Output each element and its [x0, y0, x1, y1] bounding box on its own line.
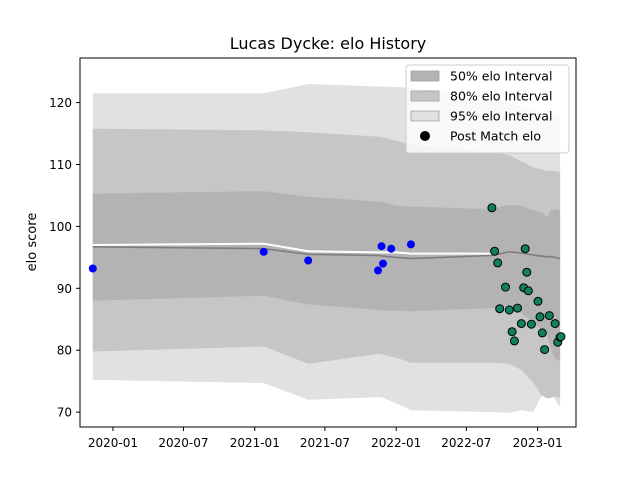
post-match-elo-point	[495, 304, 505, 314]
post-match-elo-point	[520, 244, 530, 254]
elo-point	[377, 242, 386, 251]
elo-point	[88, 264, 97, 273]
post-match-elo-point	[513, 303, 522, 313]
x-tick-label: 2021-07	[300, 436, 350, 450]
post-match-elo-point	[509, 336, 519, 346]
center-line	[92, 246, 561, 260]
legend-box	[405, 64, 570, 154]
elo-point	[374, 266, 382, 275]
post-match-elo-point	[537, 328, 547, 338]
elo-point	[304, 256, 313, 265]
legend-label: Post Match elo	[450, 129, 541, 144]
post-match-elo-point	[523, 286, 533, 296]
post-match-elo-point	[535, 312, 545, 322]
post-match-elo-point	[550, 319, 560, 329]
elo-point	[406, 240, 415, 249]
legend-swatch	[410, 70, 440, 82]
x-tick-label: 2020-01	[88, 436, 138, 450]
elo-point	[387, 244, 396, 253]
chart-title: Lucas Dycke: elo History	[230, 34, 426, 53]
x-tick-label: 2022-07	[441, 436, 491, 450]
y-tick-label: 110	[49, 158, 72, 172]
post-match-elo-point	[490, 246, 500, 256]
elo-points	[88, 203, 566, 355]
post-match-elo-point	[507, 327, 517, 337]
post-match-elo-point	[533, 296, 543, 306]
y-tick-label: 70	[57, 406, 72, 420]
post-match-elo-point	[493, 258, 503, 268]
post-match-elo-point	[522, 267, 532, 277]
elo-lines	[92, 242, 561, 260]
post-match-elo-point	[487, 203, 497, 213]
legend-label: 80% elo Interval	[450, 89, 552, 104]
post-match-elo-point	[516, 319, 526, 329]
y-tick-label: 90	[57, 282, 72, 296]
x-tick-label: 2022-01	[371, 436, 421, 450]
x-axis: 2020-01 2020-07 2021-01 2021-07 2022-01 2022-…	[88, 427, 563, 450]
y-tick-label: 120	[49, 96, 72, 110]
legend-label: 95% elo Interval	[450, 109, 552, 124]
elo-point	[259, 247, 268, 256]
legend-swatch	[410, 90, 440, 102]
legend: 50% elo Interval 80% elo Interval 95% elo …	[405, 64, 570, 154]
x-tick-label: 2021-01	[230, 436, 280, 450]
post-match-elo-point	[540, 345, 550, 355]
band-50-interval	[92, 191, 561, 361]
x-tick-label: 2020-07	[158, 436, 208, 450]
x-tick-label: 2023-01	[513, 436, 563, 450]
y-tick-label: 100	[49, 220, 72, 234]
post-match-elo-point	[504, 305, 514, 315]
y-axis-label: elo score	[25, 213, 40, 272]
post-match-elo-point	[526, 319, 536, 329]
elo-point	[379, 259, 387, 268]
post-match-elo-point	[544, 311, 554, 321]
post-match-elo-point	[501, 282, 510, 292]
plot-frame	[79, 57, 577, 428]
y-tick-label: 80	[57, 344, 72, 358]
mean-elo-line	[92, 242, 492, 255]
legend-swatch	[410, 110, 440, 122]
y-axis: 70 80 90 100 110 120	[49, 96, 80, 420]
legend-marker	[420, 131, 430, 141]
interval-bands	[92, 84, 561, 413]
post-match-elo-point	[556, 332, 566, 342]
legend-label: 50% elo Interval	[450, 69, 552, 84]
